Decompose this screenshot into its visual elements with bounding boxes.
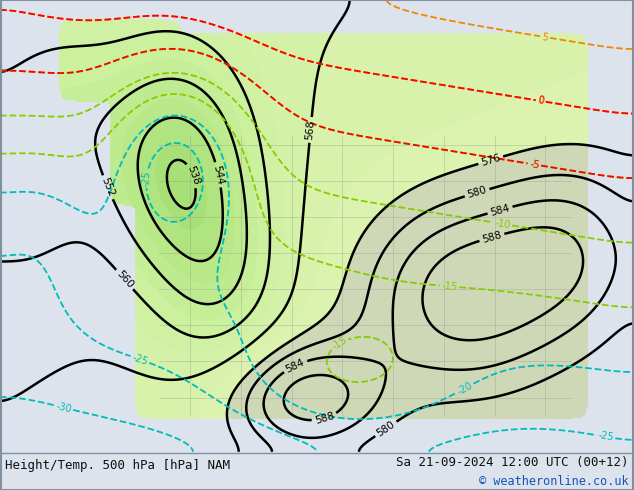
Text: 580: 580: [375, 419, 397, 439]
Text: Sa 21-09-2024 12:00 UTC (00+12): Sa 21-09-2024 12:00 UTC (00+12): [396, 456, 629, 469]
Text: -30: -30: [55, 401, 72, 414]
Text: 584: 584: [284, 357, 306, 374]
Text: -15: -15: [441, 281, 458, 292]
Text: 588: 588: [481, 230, 503, 245]
Text: 580: 580: [466, 185, 488, 200]
Text: 568: 568: [305, 120, 316, 140]
Text: 576: 576: [480, 152, 501, 168]
Text: -25: -25: [131, 352, 149, 367]
Text: 552: 552: [100, 176, 116, 198]
Text: -20: -20: [455, 380, 474, 396]
Text: -25: -25: [141, 170, 152, 187]
Text: © weatheronline.co.uk: © weatheronline.co.uk: [479, 475, 629, 488]
Text: 0: 0: [537, 96, 545, 106]
Text: 560: 560: [114, 269, 135, 290]
Text: 584: 584: [489, 202, 511, 218]
Text: 538: 538: [185, 165, 201, 187]
Text: -15: -15: [330, 335, 349, 352]
Text: -5: -5: [529, 159, 540, 170]
Text: 588: 588: [313, 411, 335, 426]
Text: 0: 0: [537, 96, 545, 106]
Text: 544: 544: [211, 164, 226, 186]
Text: 5: 5: [541, 32, 549, 43]
Text: Height/Temp. 500 hPa [hPa] NAM: Height/Temp. 500 hPa [hPa] NAM: [5, 459, 230, 472]
Text: -5: -5: [529, 159, 540, 170]
Text: -10: -10: [494, 218, 511, 230]
Text: -25: -25: [597, 430, 614, 443]
